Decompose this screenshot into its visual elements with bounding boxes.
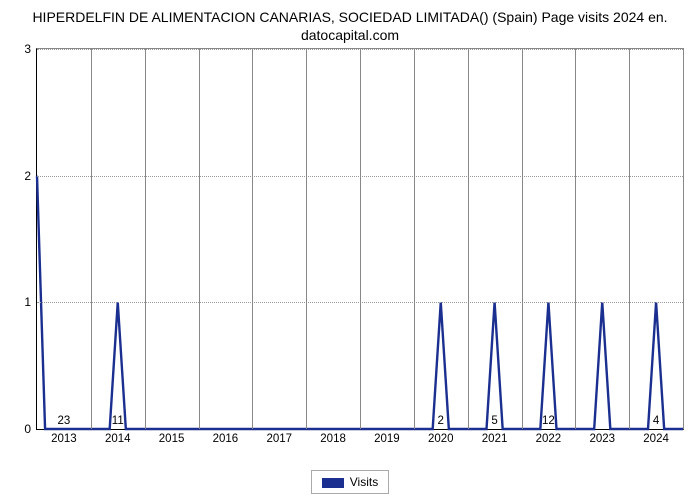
plot-area: 0123201320142015201620172018201920202021… [36, 48, 684, 430]
x-gridline [145, 49, 146, 429]
x-gridline [91, 49, 92, 429]
value-label: 23 [58, 415, 71, 427]
y-tick-label: 0 [17, 422, 31, 436]
x-tick-label: 2016 [213, 433, 239, 445]
x-tick-label: 2021 [482, 433, 508, 445]
x-gridline [360, 49, 361, 429]
y-tick-label: 3 [17, 42, 31, 56]
value-label: 12 [542, 415, 555, 427]
y-tick-label: 2 [17, 169, 31, 183]
x-tick-label: 2017 [266, 433, 292, 445]
x-gridline [199, 49, 200, 429]
x-gridline [629, 49, 630, 429]
x-gridline [575, 49, 576, 429]
x-gridline [468, 49, 469, 429]
legend-swatch [322, 478, 344, 488]
chart-title: HIPERDELFIN DE ALIMENTACION CANARIAS, SO… [0, 0, 700, 48]
y-tick-label: 1 [17, 295, 31, 309]
legend-label: Visits [350, 475, 378, 489]
value-label: 11 [112, 415, 124, 427]
x-gridline [414, 49, 415, 429]
chart-container: HIPERDELFIN DE ALIMENTACION CANARIAS, SO… [0, 0, 700, 500]
x-tick-label: 2019 [374, 433, 400, 445]
value-label: 5 [491, 415, 497, 427]
x-tick-label: 2015 [159, 433, 185, 445]
value-label: 2 [438, 415, 444, 427]
x-tick-label: 2020 [428, 433, 454, 445]
value-label: 4 [653, 415, 659, 427]
x-gridline [306, 49, 307, 429]
x-gridline [522, 49, 523, 429]
x-tick-label: 2014 [105, 433, 131, 445]
x-tick-label: 2024 [643, 433, 669, 445]
x-gridline [252, 49, 253, 429]
x-tick-label: 2018 [320, 433, 346, 445]
x-tick-label: 2013 [51, 433, 77, 445]
x-tick-label: 2022 [536, 433, 562, 445]
legend-box: Visits [311, 470, 389, 494]
x-tick-label: 2023 [589, 433, 615, 445]
legend: Visits [0, 470, 700, 494]
